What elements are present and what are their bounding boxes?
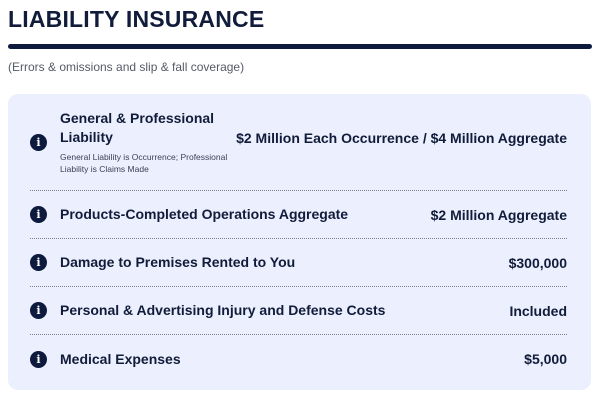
coverage-label: Personal & Advertising Injury and Defens…	[60, 302, 386, 318]
coverage-label: Damage to Premises Rented to You	[60, 254, 296, 270]
coverage-label: General & Professional Liability	[60, 110, 215, 145]
info-icon[interactable]: i	[30, 133, 47, 151]
coverage-row-general-professional-liability: i General & Professional Liability Gener…	[30, 94, 567, 191]
coverage-label: Medical Expenses	[60, 350, 181, 367]
coverage-value: $5,000	[524, 351, 567, 367]
coverage-label-group: General & Professional Liability General…	[60, 109, 236, 175]
title-divider	[8, 44, 592, 49]
info-icon[interactable]: i	[30, 302, 47, 319]
section-subtitle: (Errors & omissions and slip & fall cove…	[8, 60, 245, 74]
info-icon[interactable]: i	[30, 350, 47, 368]
coverage-value: $300,000	[508, 254, 567, 271]
coverage-value: $2 Million Aggregate	[430, 206, 567, 223]
coverage-label-group: Medical Expenses	[60, 350, 524, 369]
coverage-label: Products-Completed Operations Aggregate	[60, 206, 349, 222]
coverage-card: i General & Professional Liability Gener…	[8, 94, 591, 390]
coverage-label-group: Damage to Premises Rented to You	[60, 253, 509, 272]
coverage-row-damage-to-premises: i Damage to Premises Rented to You $300,…	[30, 239, 567, 287]
coverage-value: $2 Million Each Occurrence / $4 Million …	[236, 130, 567, 146]
section-title: LIABILITY INSURANCE	[8, 6, 265, 32]
coverage-label-group: Products-Completed Operations Aggregate	[60, 205, 431, 224]
coverage-row-products-completed-operations: i Products-Completed Operations Aggregat…	[30, 191, 567, 239]
info-icon[interactable]: i	[30, 254, 47, 271]
coverage-row-medical-expenses: i Medical Expenses $5,000	[30, 335, 567, 383]
coverage-row-personal-advertising-injury: i Personal & Advertising Injury and Defe…	[30, 287, 567, 335]
info-icon[interactable]: i	[30, 206, 47, 223]
coverage-note: General Liability is Occurrence; Profess…	[60, 152, 228, 174]
coverage-value: Included	[509, 302, 567, 319]
coverage-label-group: Personal & Advertising Injury and Defens…	[60, 301, 509, 320]
